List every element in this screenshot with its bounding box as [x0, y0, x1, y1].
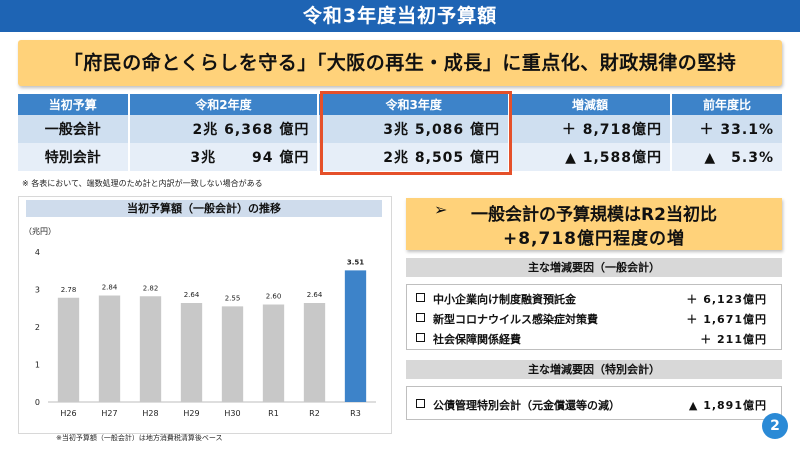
checkbox-square-icon: [416, 399, 425, 408]
y-axis-label: （兆円）: [24, 226, 56, 236]
bar: [344, 270, 367, 402]
list-item: 中小企業向け制度融資預託金 ＋ 6,123億円: [407, 288, 781, 308]
callout-line-2: +8,718億円程度の増: [502, 229, 686, 249]
x-tick-label: H28: [142, 409, 158, 418]
cell-diff: ▲ 1,588億円: [509, 143, 672, 171]
page-title: 令和3年度当初予算額: [0, 0, 800, 32]
cell-r3: 2兆 8,505 億円: [318, 143, 511, 171]
chart-note: ※当初予算額（一般会計）は地方消費税清算後ベース: [56, 434, 223, 442]
x-tick-label: R3: [350, 409, 361, 418]
budget-bar-chart: （兆円） 0 1 2 3 4 2.78 H26 2.84 H27 2.82 H28 2.64 H29 2.5…: [24, 226, 376, 418]
bar: [57, 297, 80, 402]
x-tick-label: H27: [101, 409, 117, 418]
general-factors-heading: 主な増減要因（一般会計）: [406, 258, 782, 277]
item-name: 新型コロナウイルス感染症対策費: [433, 313, 598, 326]
checkbox-square-icon: [416, 333, 425, 342]
item-amount: ▲ 1,891億円: [688, 399, 767, 412]
data-label: 2.78: [61, 286, 77, 294]
row-label: 一般会計: [18, 115, 130, 143]
list-item: 新型コロナウイルス感染症対策費 ＋ 1,671億円: [407, 308, 781, 328]
y-tick-label: 2: [35, 323, 40, 332]
y-tick-label: 4: [35, 248, 40, 257]
cell-r3: 3兆 5,086 億円: [318, 115, 511, 143]
bar: [139, 296, 162, 402]
data-label: 3.51: [347, 258, 364, 266]
chart-title: 当初予算額（一般会計）の推移: [26, 200, 382, 217]
data-label: 2.60: [266, 293, 282, 301]
list-item: 社会保障関係経費 ＋ 211億円: [407, 328, 781, 348]
col-header-r2: 令和2年度: [128, 94, 320, 115]
col-header-ratio: 前年度比: [671, 94, 782, 115]
page-number: 2: [762, 413, 788, 439]
table-row: 一般会計 2兆 6,368 億円 3兆 5,086 億円 ＋ 8,718億円 ＋…: [18, 115, 782, 143]
col-header-budget: 当初予算: [18, 94, 130, 115]
item-amount: ＋ 211億円: [700, 333, 767, 346]
table-row: 特別会計 3兆 94 億円 2兆 8,505 億円 ▲ 1,588億円 ▲ 5.…: [18, 143, 782, 171]
table-header-row: 当初予算 令和2年度 令和3年度 増減額 前年度比: [18, 94, 782, 115]
general-factors-list: 中小企業向け制度融資預託金 ＋ 6,123億円 新型コロナウイルス感染症対策費 …: [406, 284, 782, 350]
r3-highlight-frame: [320, 91, 512, 175]
table-note: ※ 各表において、端数処理のため計と内訳が一致しない場合がある: [22, 179, 263, 188]
arrow-bullet-icon: ➢: [434, 200, 448, 219]
y-tick-label: 3: [35, 286, 40, 295]
row-label: 特別会計: [18, 143, 130, 171]
item-name: 社会保障関係経費: [433, 333, 521, 346]
y-tick-label: 0: [35, 398, 40, 407]
callout-line-1: 一般会計の予算規模はR2当初比: [471, 205, 717, 225]
checkbox-square-icon: [416, 313, 425, 322]
col-header-r3: 令和3年度: [318, 94, 511, 115]
bar: [180, 303, 203, 402]
cell-r2: 3兆 94 億円: [128, 143, 320, 171]
x-tick-label: R2: [309, 409, 320, 418]
special-factors-list: 公債管理特別会計（元金償還等の減） ▲ 1,891億円: [406, 386, 782, 420]
headline-banner: 「府民の命とくらしを守る」「大阪の再生・成長」に重点化、財政規律の堅持: [18, 40, 782, 86]
x-tick-label: R1: [268, 409, 279, 418]
bar: [303, 303, 326, 402]
list-item: 公債管理特別会計（元金償還等の減） ▲ 1,891億円: [407, 394, 781, 414]
y-tick-label: 1: [35, 361, 40, 370]
checkbox-square-icon: [416, 293, 425, 302]
bar: [98, 295, 121, 402]
summary-callout: ➢ 一般会計の予算規模はR2当初比 +8,718億円程度の増: [406, 198, 782, 250]
x-tick-label: H29: [183, 409, 199, 418]
data-label: 2.64: [307, 291, 323, 299]
cell-r2: 2兆 6,368 億円: [128, 115, 320, 143]
chart-panel: [18, 196, 392, 434]
item-name: 公債管理特別会計（元金償還等の減）: [433, 399, 620, 412]
bar: [262, 304, 285, 402]
data-label: 2.55: [225, 294, 241, 302]
x-tick-label: H26: [60, 409, 76, 418]
item-amount: ＋ 1,671億円: [686, 313, 767, 326]
col-header-diff: 増減額: [509, 94, 672, 115]
data-label: 2.84: [102, 284, 118, 292]
x-tick-label: H30: [224, 409, 240, 418]
cell-diff: ＋ 8,718億円: [509, 115, 672, 143]
budget-table: 当初予算 令和2年度 令和3年度 増減額 前年度比 一般会計 2兆 6,368 …: [18, 94, 782, 171]
item-name: 中小企業向け制度融資預託金: [433, 293, 576, 306]
cell-ratio: ▲ 5.3%: [671, 143, 782, 171]
item-amount: ＋ 6,123億円: [686, 293, 767, 306]
cell-ratio: ＋ 33.1%: [671, 115, 782, 143]
data-label: 2.82: [143, 284, 159, 292]
bar: [221, 306, 244, 402]
data-label: 2.64: [184, 291, 200, 299]
special-factors-heading: 主な増減要因（特別会計）: [406, 360, 782, 379]
